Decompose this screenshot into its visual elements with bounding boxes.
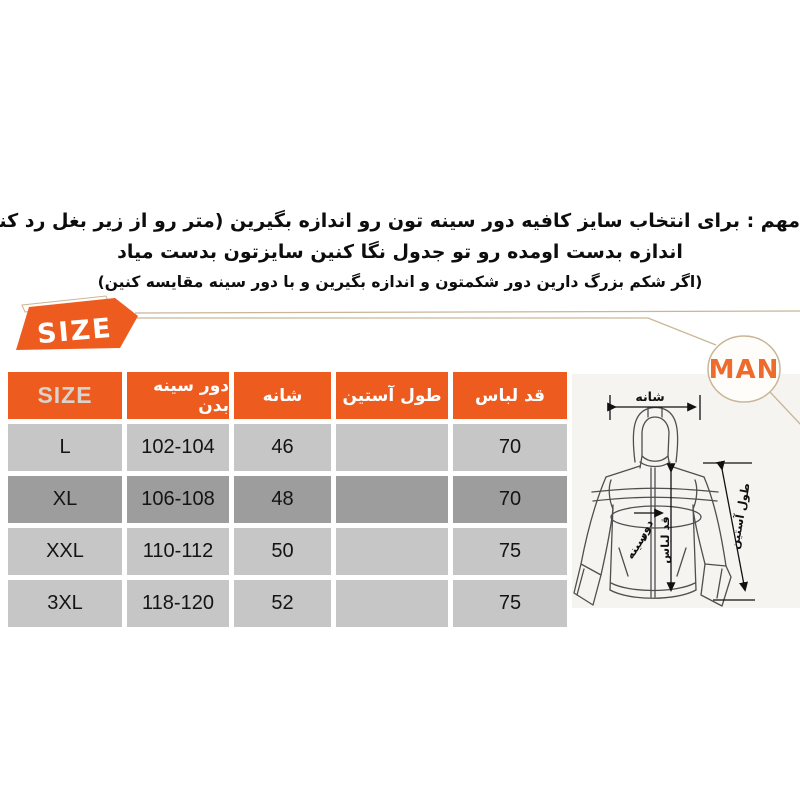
connector-lines (134, 310, 800, 425)
sleeve-cell (336, 580, 448, 627)
column-header-size: SIZE (8, 372, 122, 419)
size-cell: XXL (8, 528, 122, 575)
jacket-measure-diagram: شانه قد لباس دور سینه طول آستین (572, 374, 800, 608)
gender-badge: MAN (707, 335, 781, 403)
shoulder-label: شانه (635, 389, 664, 404)
length-cell: 75 (453, 580, 567, 627)
sleeve-cell (336, 424, 448, 471)
ribbon-and-badge-layer: SIZE MAN (16, 295, 800, 425)
instructions-block: مهم : برای انتخاب سایز کافیه دور سینه تو… (0, 206, 800, 296)
length-cell: 70 (453, 424, 567, 471)
length-label: قد لباس (658, 516, 672, 563)
instructions-line-1: مهم : برای انتخاب سایز کافیه دور سینه تو… (0, 210, 800, 232)
size-cell: XL (8, 476, 122, 523)
size-ribbon: SIZE (16, 295, 138, 350)
shoulder-cell: 48 (234, 476, 331, 523)
column-header-sleeve: طول آستین (336, 372, 448, 419)
size-cell: L (8, 424, 122, 471)
column-header-chest: دور سینه بدن (127, 372, 229, 419)
sleeve-cell (336, 476, 448, 523)
shoulder-cell: 46 (234, 424, 331, 471)
measure-annotations (607, 395, 755, 601)
badge-label: MAN (709, 355, 780, 385)
shoulder-cell: 52 (234, 580, 331, 627)
size-cell: 3XL (8, 580, 122, 627)
badge-circle (707, 335, 781, 403)
column-header-shoulder: شانه (234, 372, 331, 419)
instructions-line-2: اندازه بدست اومده رو تو جدول نگا کنین سا… (117, 241, 683, 263)
chest-cell: 110-112 (127, 528, 229, 575)
chest-cell: 118-120 (127, 580, 229, 627)
length-cell: 75 (453, 528, 567, 575)
chest-cell: 102-104 (127, 424, 229, 471)
column-header-length: قد لباس (453, 372, 567, 419)
length-cell: 70 (453, 476, 567, 523)
ribbon-shape (16, 298, 138, 350)
size-table: SIZE دور سینه بدن شانه طول آستین قد لباس… (8, 372, 567, 627)
chest-cell: 106-108 (127, 476, 229, 523)
instructions-line-3: (اگر شکم بزرگ دارین دور شکمتون و اندازه … (97, 273, 703, 291)
ribbon-label: SIZE (36, 313, 114, 350)
shoulder-cell: 50 (234, 528, 331, 575)
sleeve-cell (336, 528, 448, 575)
